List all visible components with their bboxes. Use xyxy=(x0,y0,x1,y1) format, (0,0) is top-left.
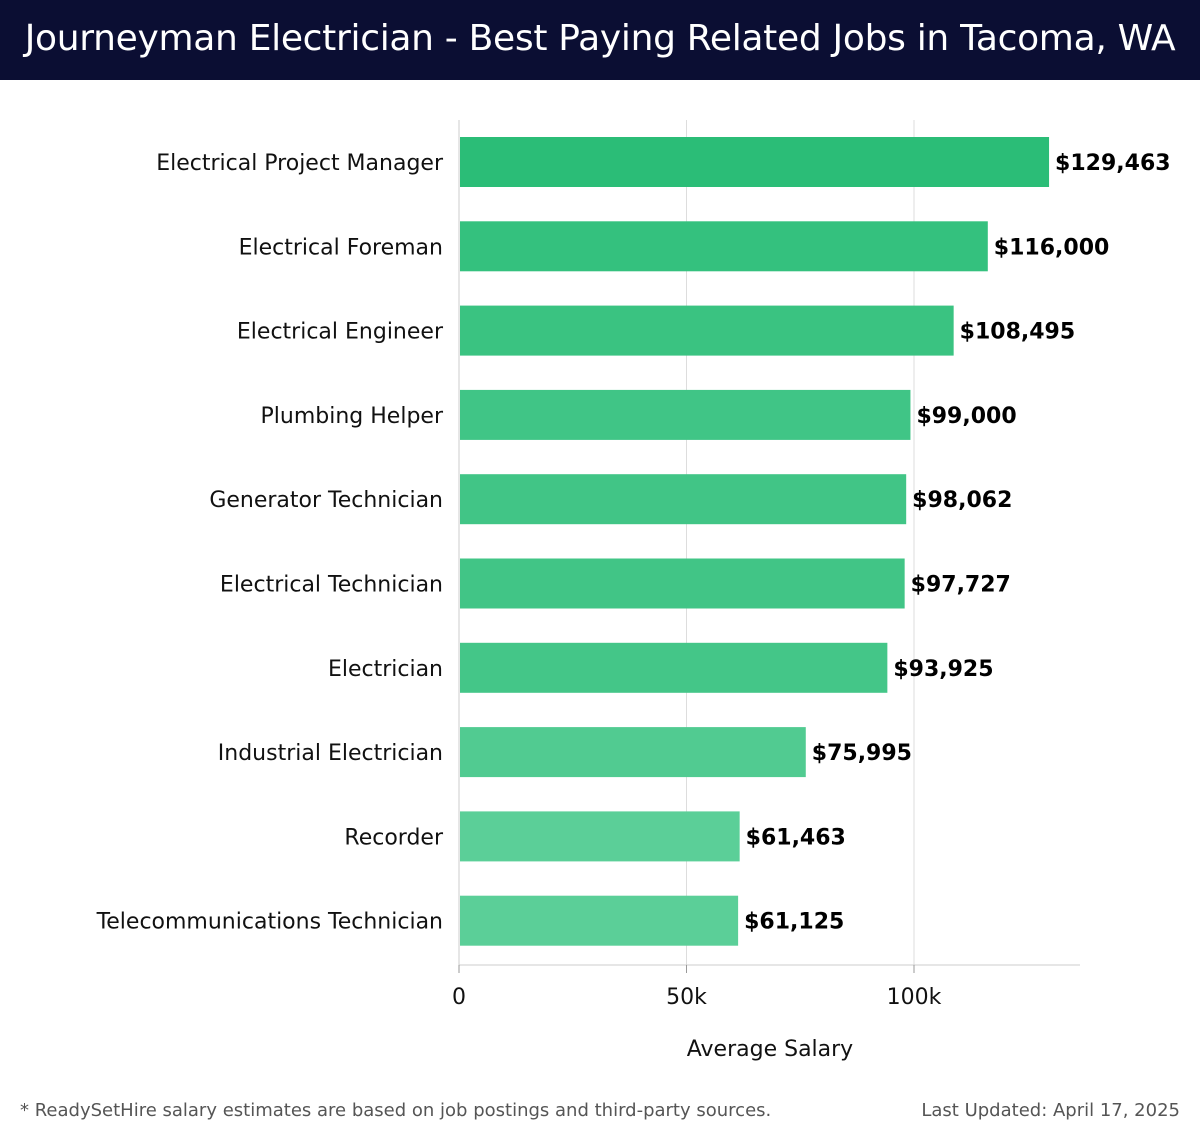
last-updated: Last Updated: April 17, 2025 xyxy=(921,1100,1180,1121)
bar-value-label: $129,463 xyxy=(1055,151,1171,176)
bar[interactable] xyxy=(460,558,905,609)
bar[interactable] xyxy=(460,389,911,440)
footer-note: * ReadySetHire salary estimates are base… xyxy=(20,1100,772,1121)
y-category-label: Electrical Engineer xyxy=(237,320,444,345)
y-category-label: Electrical Foreman xyxy=(239,235,443,260)
x-tick-label: 100k xyxy=(887,985,942,1010)
bar-value-label: $116,000 xyxy=(994,235,1110,260)
bar-value-label: $61,125 xyxy=(744,910,844,935)
bar[interactable] xyxy=(460,137,1050,187)
bar[interactable] xyxy=(460,811,740,862)
bar-value-label: $61,463 xyxy=(746,825,846,850)
bar-value-label: $93,925 xyxy=(893,657,993,682)
x-axis-title: Average Salary xyxy=(687,1037,853,1062)
y-category-label: Electrician xyxy=(328,657,443,682)
bar[interactable] xyxy=(460,727,806,778)
y-category-label: Telecommunications Technician xyxy=(96,910,443,935)
y-category-label: Plumbing Helper xyxy=(261,404,444,429)
bar[interactable] xyxy=(460,221,988,272)
bar-value-label: $108,495 xyxy=(960,320,1076,345)
y-category-label: Electrical Technician xyxy=(220,573,443,598)
y-category-label: Recorder xyxy=(344,825,444,850)
y-category-label: Industrial Electrician xyxy=(218,741,443,766)
bar-value-label: $97,727 xyxy=(911,573,1011,598)
bar[interactable] xyxy=(460,642,888,693)
chart-title: Journeyman Electrician - Best Paying Rel… xyxy=(24,18,1176,59)
bar[interactable] xyxy=(460,474,907,525)
bar[interactable] xyxy=(460,305,954,356)
chart-header: Journeyman Electrician - Best Paying Rel… xyxy=(0,0,1200,80)
bar-value-label: $99,000 xyxy=(916,404,1016,429)
bar-value-label: $75,995 xyxy=(812,741,912,766)
y-category-label: Electrical Project Manager xyxy=(156,151,444,176)
x-tick-label: 50k xyxy=(666,985,707,1010)
x-tick-label: 0 xyxy=(452,985,466,1010)
y-category-label: Generator Technician xyxy=(209,488,443,513)
bar-value-label: $98,062 xyxy=(912,488,1012,513)
bar[interactable] xyxy=(460,895,739,946)
